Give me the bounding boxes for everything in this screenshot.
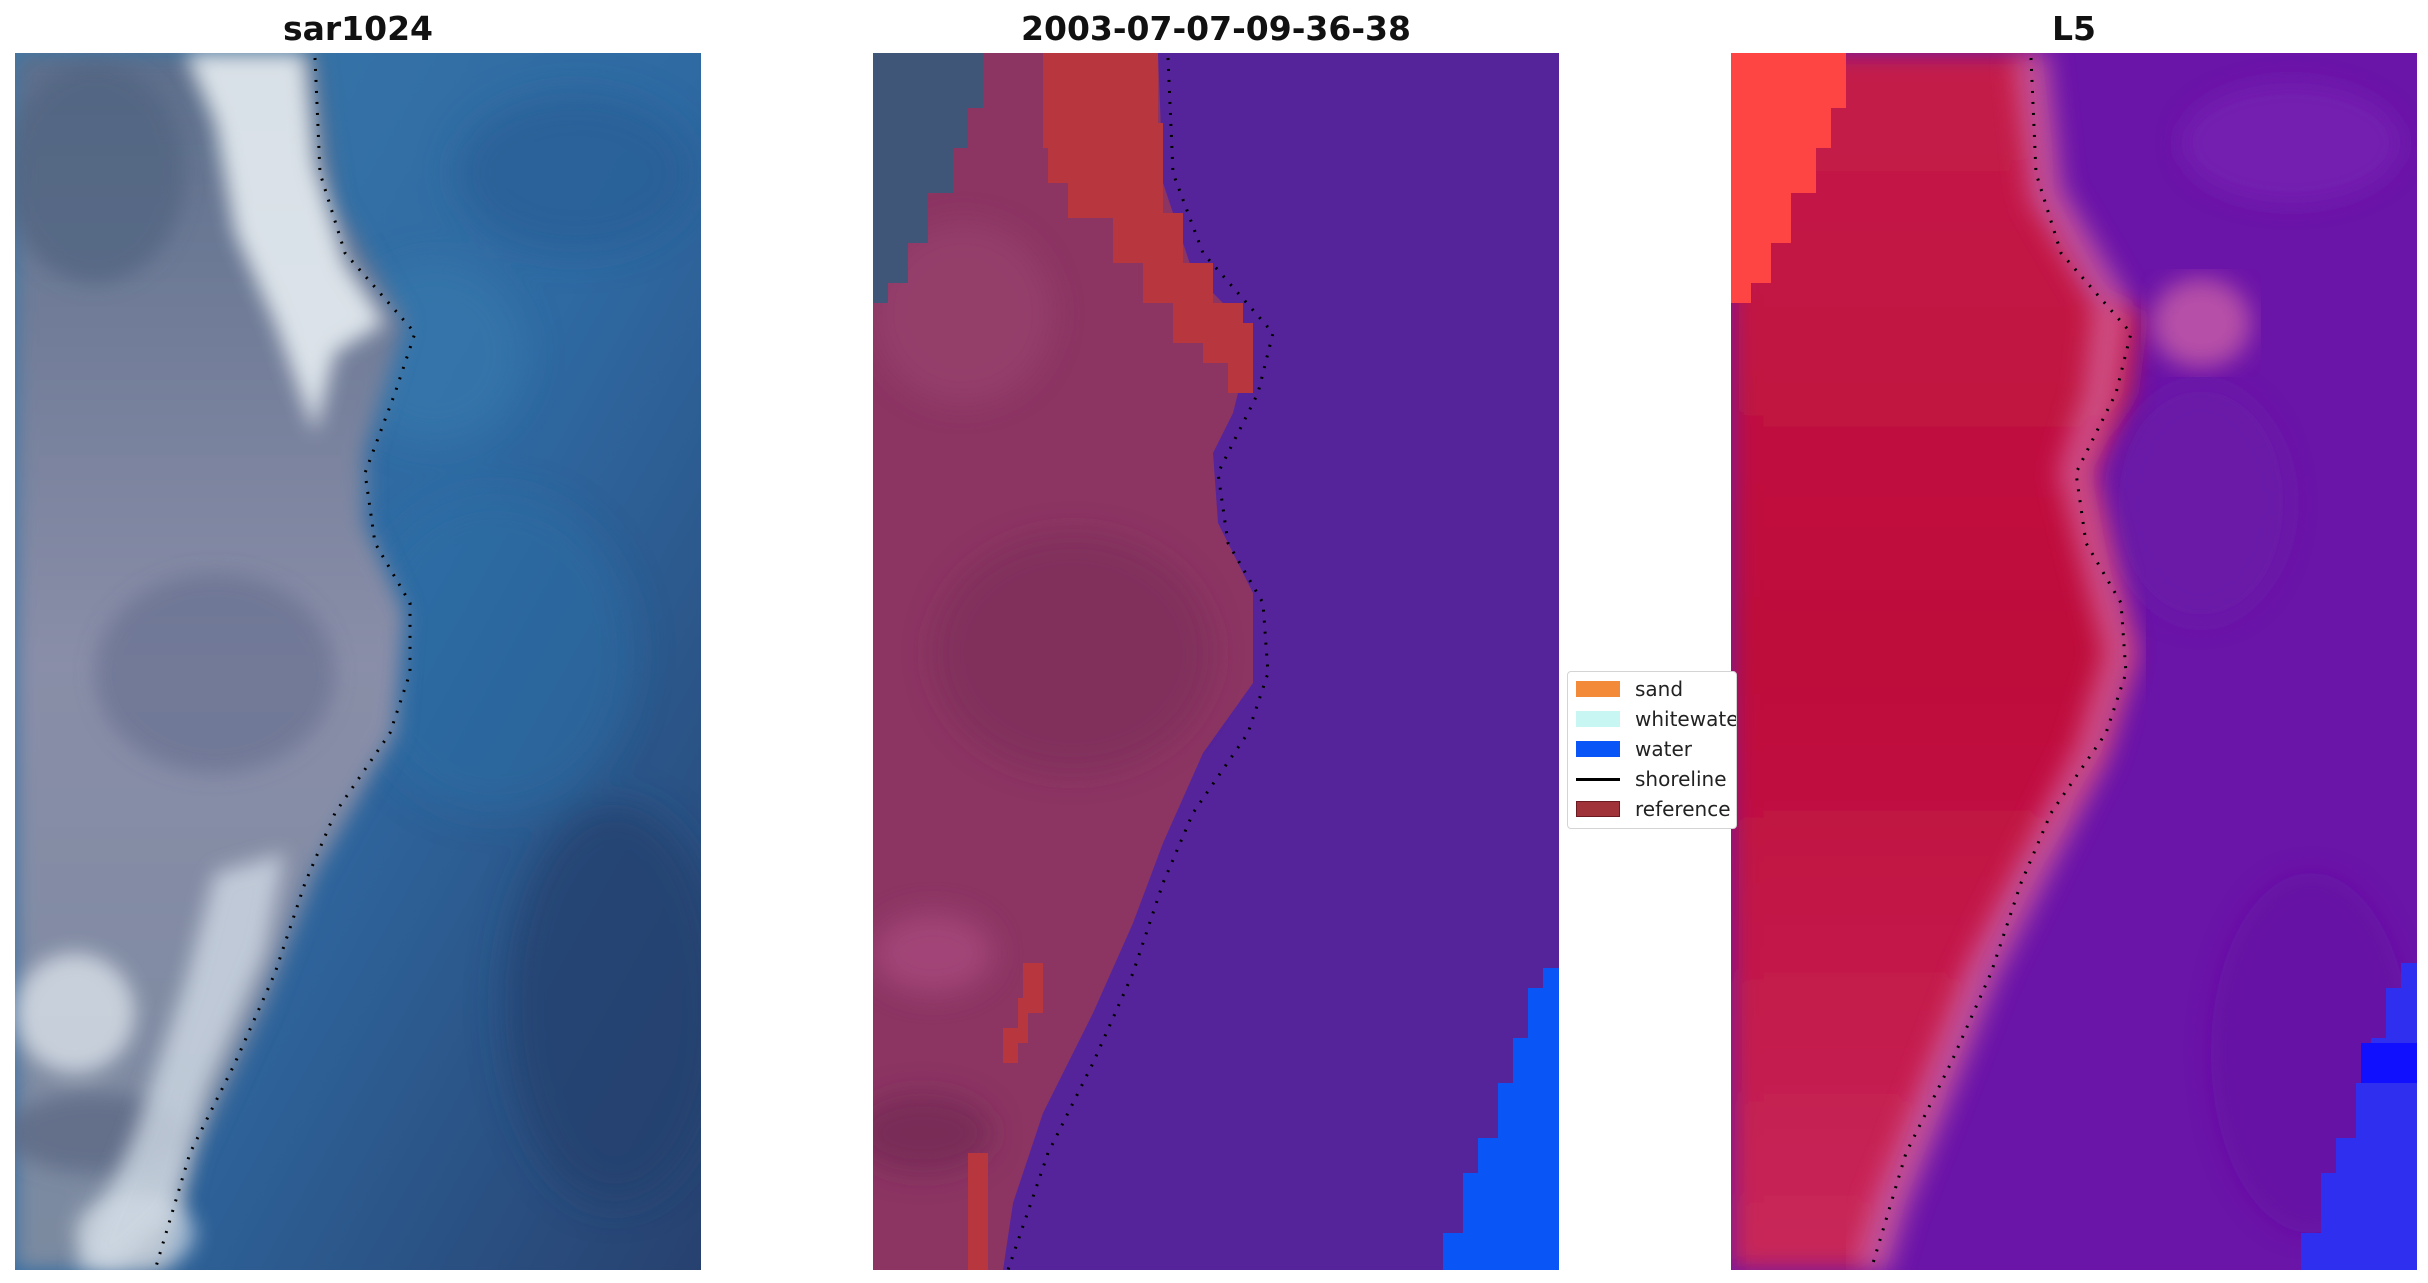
legend-item-water: water [1568, 735, 1692, 763]
water-swatch [1576, 741, 1620, 757]
class-water [1443, 968, 1559, 1270]
surf-zone-south [75, 853, 285, 1270]
class-reference-south-strip [968, 1153, 988, 1270]
l5-panel [1731, 53, 2417, 1270]
l5-water-edge [2301, 963, 2417, 1270]
satellite-image [15, 53, 701, 1270]
l5-land [1731, 53, 2141, 1270]
whitewater-swatch [1576, 711, 1620, 727]
classification-panel [873, 53, 1559, 1270]
panel-title-l5: L5 [2052, 9, 2096, 48]
class-unclassified-corner [873, 53, 983, 303]
reference-swatch [1576, 801, 1620, 817]
sand-swatch [1576, 681, 1620, 697]
class-reference-north [1043, 53, 1253, 393]
class-land-texture [873, 223, 1213, 1173]
legend-label: water [1635, 737, 1692, 761]
l5-beach-band [1853, 53, 2140, 1270]
classification-map [873, 53, 1559, 1270]
legend-item-shoreline: shoreline [1568, 765, 1727, 793]
l5-image [1731, 53, 2417, 1270]
panel-title-sar1024: sar1024 [282, 9, 434, 48]
legend-item-whitewater: whitewater [1568, 705, 1737, 733]
l5-sand-corner [1731, 53, 1846, 303]
legend-label: reference [1635, 797, 1731, 821]
legend-label: sand [1635, 677, 1684, 701]
panel-title-classification: 2003-07-07-09-36-38 [1021, 9, 1411, 48]
l5-surf-plume [2151, 278, 2251, 368]
class-reference-south [1003, 963, 1043, 1063]
surf-zone [185, 53, 385, 433]
shoreline-line-swatch [1576, 777, 1620, 781]
legend-label: shoreline [1635, 767, 1727, 791]
satellite-image-panel [15, 53, 701, 1270]
legend-item-reference: reference [1568, 795, 1731, 823]
legend-label: whitewater [1635, 707, 1737, 731]
l5-water-core [2361, 1043, 2417, 1083]
legend: sand whitewater water shoreline referenc… [1567, 671, 1737, 829]
legend-item-sand: sand [1568, 675, 1683, 703]
shoreline-trace-2 [1006, 57, 1275, 1270]
